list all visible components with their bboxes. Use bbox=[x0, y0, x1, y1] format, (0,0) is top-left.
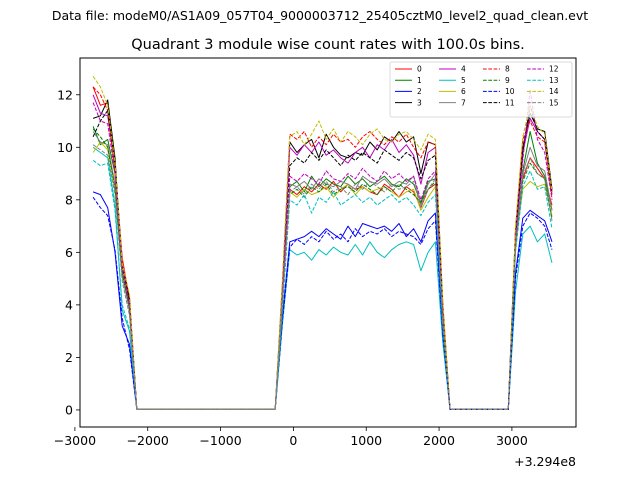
y-tick-label: 8 bbox=[65, 192, 73, 207]
x-axis: −3000 −2000 −1000 0 1000 2000 3000 bbox=[54, 427, 528, 448]
legend-label-9: 9 bbox=[505, 76, 510, 85]
plot-frame bbox=[79, 57, 577, 428]
y-tick-label: 4 bbox=[65, 297, 73, 312]
legend-label-15: 15 bbox=[549, 98, 559, 107]
y-tick-label: 10 bbox=[57, 140, 73, 155]
legend-label-8: 8 bbox=[505, 65, 510, 74]
legend-label-14: 14 bbox=[549, 87, 559, 96]
legend-label-1: 1 bbox=[417, 76, 422, 85]
suptitle: Data file: modeM0/AS1A09_057T04_90000037… bbox=[52, 8, 588, 23]
legend-label-7: 7 bbox=[461, 98, 466, 107]
legend-label-5: 5 bbox=[461, 76, 466, 85]
x-tick-label: −3000 bbox=[54, 433, 96, 448]
x-tick-label: 2000 bbox=[423, 433, 455, 448]
legend-label-0: 0 bbox=[417, 65, 422, 74]
y-tick-label: 12 bbox=[57, 87, 73, 102]
x-tick-label: −2000 bbox=[127, 433, 169, 448]
chart-title: Quadrant 3 module wise count rates with … bbox=[131, 37, 525, 53]
y-tick-label: 6 bbox=[65, 245, 73, 260]
legend-box bbox=[389, 61, 573, 118]
legend-label-3: 3 bbox=[417, 98, 422, 107]
x-tick-label: −1000 bbox=[199, 433, 241, 448]
legend-label-4: 4 bbox=[461, 65, 466, 74]
legend-label-13: 13 bbox=[549, 76, 559, 85]
x-tick-label: 0 bbox=[289, 433, 297, 448]
x-tick-label: 3000 bbox=[496, 433, 528, 448]
y-tick-label: 2 bbox=[65, 350, 73, 365]
series-layer bbox=[92, 76, 553, 410]
series-line-15 bbox=[92, 144, 553, 410]
y-axis: 0 2 4 6 8 10 12 bbox=[57, 87, 80, 417]
legend-label-6: 6 bbox=[461, 87, 466, 96]
x-tick-label: 1000 bbox=[350, 433, 382, 448]
legend-label-2: 2 bbox=[417, 87, 422, 96]
x-offset-label: +3.294e8 bbox=[514, 454, 576, 469]
y-tick-label: 0 bbox=[65, 402, 73, 417]
legend-label-11: 11 bbox=[505, 98, 515, 107]
legend-label-12: 12 bbox=[549, 65, 559, 74]
plot-area bbox=[80, 58, 576, 427]
legend-label-10: 10 bbox=[505, 87, 515, 96]
